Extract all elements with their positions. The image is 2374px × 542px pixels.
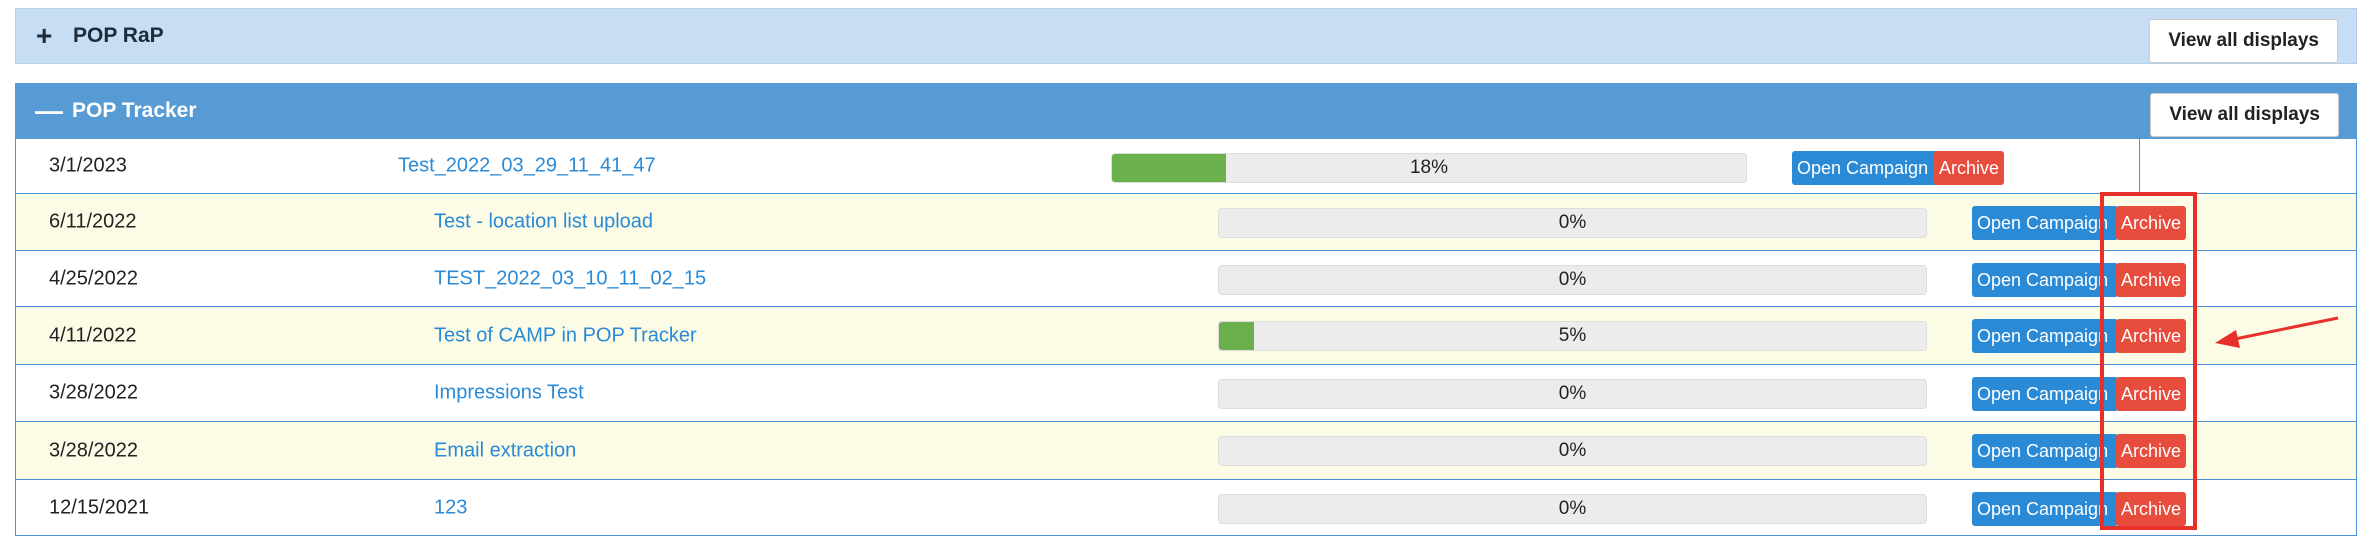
date: 12/15/2021 <box>49 496 150 518</box>
campaign-link[interactable]: Test_2022_03_29_11_41_47 <box>398 154 656 177</box>
campaign-link[interactable]: TEST_2022_03_10_11_02_15 <box>434 267 707 289</box>
view-all-button[interactable]: View all displays <box>2150 93 2339 137</box>
open-campaign-button[interactable]: Open Campaign <box>1972 492 2118 526</box>
progress-label: 0% <box>1558 212 1587 233</box>
divider <box>2139 139 2140 193</box>
campaign-link[interactable]: Test of CAMP in POP Tracker <box>434 324 697 346</box>
panel-header[interactable]: + POP RaP View all displays <box>15 8 2357 64</box>
view-all-button[interactable]: View all displays <box>2149 19 2338 63</box>
arrow-annotation <box>2215 316 2339 348</box>
date: 3/28/2022 <box>49 381 138 404</box>
archive-button[interactable]: Archive <box>2116 434 2187 468</box>
progress-bar: 0% <box>1218 208 1927 238</box>
archive-button[interactable]: Archive <box>2116 206 2187 240</box>
progress-bar: 0% <box>1218 379 1927 409</box>
progress-fill <box>1112 154 1227 182</box>
campaign-link[interactable]: Impressions Test <box>434 381 584 404</box>
table-row: 4/11/2022 Test of CAMP in POP Tracker 5% Op… <box>15 307 2357 365</box>
progress-label: 0% <box>1558 269 1587 290</box>
date: 3/1/2023 <box>49 154 127 177</box>
date: 4/25/2022 <box>49 267 138 289</box>
progress-label: 0% <box>1558 440 1587 461</box>
progress-bar: 18% <box>1111 153 1747 183</box>
expand-icon[interactable]: + <box>36 20 53 51</box>
collapse-icon[interactable]: — <box>35 95 63 126</box>
date: 3/28/2022 <box>49 439 138 461</box>
open-campaign-button[interactable]: Open Campaign <box>1972 319 2118 353</box>
open-campaign-button[interactable]: Open Campaign <box>1972 206 2118 240</box>
open-campaign-button[interactable]: Open Campaign <box>1972 377 2118 411</box>
date: 4/11/2022 <box>49 324 137 346</box>
date: 6/11/2022 <box>49 210 137 233</box>
open-campaign-button[interactable]: Open Campaign <box>1972 263 2118 297</box>
archive-button[interactable]: Archive <box>2116 319 2187 353</box>
archive-button[interactable]: Archive <box>2116 263 2187 297</box>
table-row: 12/15/2021 123 0% Open Campaign Archive <box>15 480 2357 536</box>
progress-fill <box>1219 322 1255 350</box>
table-row: 3/28/2022 Email extraction 0% Open Campaign… <box>15 422 2357 480</box>
progress-label: 5% <box>1558 325 1587 346</box>
progress-label: 0% <box>1558 498 1587 519</box>
campaign-link[interactable]: Test - location list upload <box>434 210 654 233</box>
progress-bar: 0% <box>1218 494 1927 524</box>
progress-label: 0% <box>1558 383 1587 404</box>
progress-label: 18% <box>1409 157 1449 178</box>
campaign-link[interactable]: Email extraction <box>434 439 577 461</box>
progress-bar: 0% <box>1218 436 1927 466</box>
progress-bar: 0% <box>1218 265 1927 295</box>
table-row: 3/28/2022 Impressions Test 0% Open Campaign… <box>15 365 2357 422</box>
panel-title: POP Tracker <box>72 99 197 122</box>
archive-button[interactable]: Archive <box>2116 377 2187 411</box>
archive-button[interactable]: Archive <box>1934 151 2005 185</box>
progress-bar: 5% <box>1218 321 1927 351</box>
open-campaign-button[interactable]: Open Campaign <box>1972 434 2118 468</box>
panel-header[interactable]: — POP Tracker View all displays <box>15 83 2357 139</box>
table-row: 4/25/2022 TEST_2022_03_10_11_02_15 0% Open … <box>15 251 2357 307</box>
open-campaign-button[interactable]: Open Campaign <box>1792 151 1938 185</box>
table-row: 3/1/2023 Test_2022_03_29_11_41_47 18% Open … <box>15 139 2357 194</box>
highlight-box <box>2100 192 2197 530</box>
archive-button[interactable]: Archive <box>2116 492 2187 526</box>
panel-title: POP RaP <box>73 24 164 47</box>
table-row: 6/11/2022 Test - location list upload 0% Op… <box>15 194 2357 251</box>
campaign-link[interactable]: 123 <box>434 496 468 518</box>
